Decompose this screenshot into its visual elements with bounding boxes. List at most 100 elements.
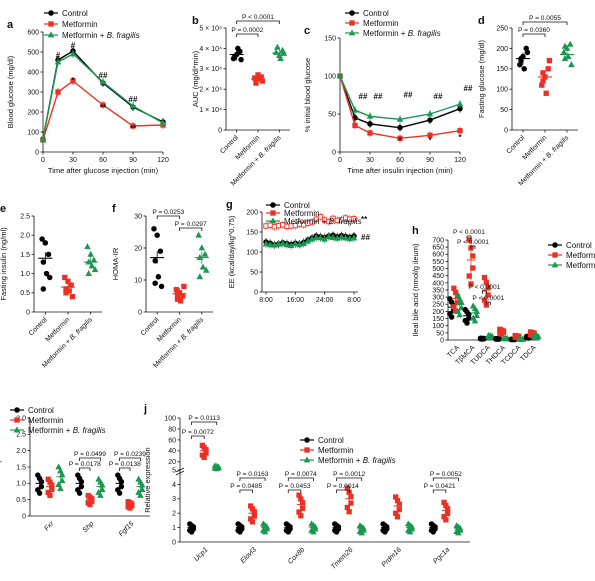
panel-a-data-point [129, 102, 137, 109]
panel-h-data-point [473, 307, 481, 314]
panel-h-data-point [470, 253, 476, 259]
panel-i-data-point [45, 476, 51, 482]
panel-f-data-point [155, 274, 162, 280]
panel-e-data-point [40, 286, 47, 292]
panel-a-significance-mark: ** [100, 103, 107, 112]
panel-a-y-tick-label: 400 [27, 69, 39, 76]
panel-j-data-point [235, 521, 241, 527]
panel-g-legend-marker [270, 202, 276, 208]
italic-species: B. fragilis [257, 134, 283, 160]
panel-h-bracket [481, 290, 487, 294]
panel-g-data-point [262, 240, 270, 247]
panel-i-data-point [115, 472, 121, 478]
italic-species: B. fragilis [180, 316, 206, 342]
panel-e-data-point [84, 243, 91, 250]
panel-a-significance-mark: * [71, 76, 75, 85]
panel-h-legend-label: Control [566, 241, 592, 250]
panel-c-data-point [367, 130, 373, 136]
panel-e-data-point [63, 290, 69, 296]
panel-c-x-tick-label: 90 [426, 157, 434, 164]
panel-g-data-point [317, 234, 324, 241]
panel-j-data-point [251, 509, 257, 515]
panel-c-significance-mark: ## [464, 84, 473, 93]
panel-d-data-point [566, 40, 574, 47]
panel-e-y-tick-label: 1.5 [20, 252, 30, 259]
panel-g-y-tick-label: 150 [246, 229, 258, 236]
panel-f-data-point [158, 283, 165, 290]
panel-b-y-tick-label: 0 [218, 127, 222, 134]
panel-a-data-point [159, 119, 167, 126]
panel-j-data-point [443, 517, 449, 523]
panel-d-y-tick-label: 50 [500, 107, 508, 114]
panel-f-data-point [201, 250, 209, 257]
panel-j-data-point [299, 505, 306, 511]
panel-a-x-tick-label: 0 [41, 157, 45, 164]
panel-h-data-point [470, 265, 476, 271]
panel-h-pvalue: P < 0.0001 [468, 284, 500, 291]
panel-c-data-point [397, 135, 403, 141]
panel-c-significance-mark: ## [404, 90, 413, 99]
panel-j-data-point [308, 520, 315, 527]
panel-c-data-point [456, 100, 464, 107]
panel-h-data-point [466, 273, 472, 279]
panel-g-data-point [309, 219, 315, 225]
panel-j-category-label: Tmem26 [330, 546, 355, 571]
panel-i-category-label: Fxr [43, 520, 56, 533]
panel-d-category-label: Control [505, 134, 526, 155]
panel-f-data-point [154, 232, 160, 238]
panel-j-legend-label: Control [318, 436, 344, 445]
panel-g-data-point [338, 233, 345, 240]
panel-g-data-point [279, 239, 287, 246]
panel-c-x-tick-label: 60 [396, 157, 404, 164]
panel-h-y-tick-label: 250 [432, 302, 444, 309]
panel-i-data-point [97, 491, 104, 498]
panel-a-data-point [55, 89, 61, 95]
panel-i-pvalue: P = 0.0239 [114, 451, 146, 458]
panel-g-y-tick-label: 100 [246, 249, 258, 256]
panel-i-data-point [129, 501, 135, 507]
panel-i-data-point [95, 475, 102, 482]
panel-h-y-label: Ileal bile acid (nmol/g ileum) [411, 243, 420, 336]
panel-c-data-point [351, 106, 359, 113]
panel-j-y-tick-label: 5 [172, 467, 176, 474]
panel-j-category-label: Elovl3 [239, 546, 258, 565]
panel-f-y-tick-label: 20 [134, 245, 142, 252]
panel-c-significance-mark: ## [374, 92, 383, 101]
panel-b-y-tick-label: 2 × 10⁴ [199, 87, 222, 94]
panel-a-series-line [42, 80, 164, 141]
panel-c-data-point [352, 122, 358, 129]
panel-i-legend-label: Metformin + B. fragilis [28, 426, 106, 435]
panel-g-data-point [329, 233, 337, 240]
panel-b-y-tick-label: 3 × 10⁴ [199, 66, 222, 73]
panel-g-data-point [275, 240, 282, 247]
panel-c-legend-marker [349, 20, 355, 26]
panel-j-data-point [187, 521, 193, 527]
panel-j-category-label: Prdm16 [381, 546, 403, 568]
panel-e-y-tick-label: 2.5 [20, 213, 30, 220]
panel-f-pvalue: P = 0.0253 [152, 209, 184, 216]
panel-j-data-point [298, 513, 304, 519]
panel-h-y-tick-label: 400 [432, 280, 444, 287]
panel-h-y-tick-label: 600 [432, 252, 444, 259]
panel-j-y-tick-label: 40 [168, 448, 176, 455]
panel-j-pvalue: P = 0.0113 [188, 415, 220, 422]
panel-j-pvalue: P = 0.0453 [279, 483, 311, 490]
panel-d-y-label: Fasting glucose (mg/dl) [477, 40, 486, 118]
panel-i-pvalue: P = 0.0499 [74, 451, 106, 458]
panel-i-data-point [98, 481, 106, 488]
panel-j-bracket [239, 489, 253, 493]
panel-j-data-point [453, 522, 460, 529]
panel-g-legend-marker [269, 217, 277, 224]
panel-i-data-point [89, 496, 95, 502]
panel-j-data-point [259, 520, 267, 527]
panel-f-bracket [179, 227, 203, 231]
panel-f-data-point [181, 283, 187, 290]
panel-f-data-point [151, 226, 157, 232]
panel-d-data-point [561, 42, 569, 49]
panel-j-y-tick-label: 60 [168, 437, 176, 444]
panel-f-data-point [202, 266, 210, 273]
panel-j-data-point [346, 509, 352, 515]
panel-i-data-point [75, 472, 81, 478]
panel-d-y-tick-label: 200 [496, 46, 508, 53]
panel-c-data-point [427, 117, 433, 123]
